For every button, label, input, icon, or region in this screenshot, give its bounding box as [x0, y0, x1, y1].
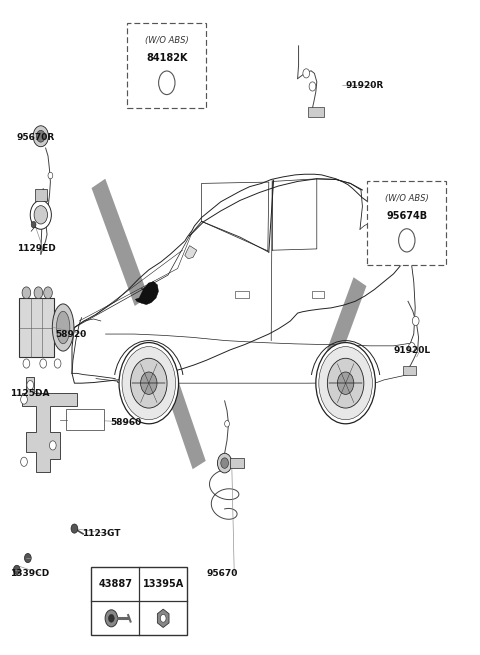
Text: 95674B: 95674B: [386, 211, 427, 221]
Circle shape: [48, 172, 53, 179]
FancyBboxPatch shape: [367, 181, 446, 265]
Circle shape: [49, 441, 56, 450]
Polygon shape: [159, 363, 206, 469]
Text: 1339CD: 1339CD: [10, 569, 49, 578]
Circle shape: [160, 614, 166, 622]
Circle shape: [22, 287, 31, 299]
Ellipse shape: [158, 71, 175, 94]
Circle shape: [24, 553, 31, 563]
Polygon shape: [135, 282, 158, 305]
Circle shape: [30, 200, 51, 229]
Text: 95670R: 95670R: [17, 133, 55, 142]
Circle shape: [36, 130, 45, 142]
Circle shape: [119, 343, 179, 424]
Text: 91920R: 91920R: [346, 81, 384, 90]
Polygon shape: [22, 377, 77, 472]
Polygon shape: [320, 277, 366, 378]
Circle shape: [221, 458, 228, 468]
Circle shape: [122, 346, 176, 420]
FancyBboxPatch shape: [230, 458, 244, 468]
Circle shape: [23, 359, 30, 368]
Circle shape: [40, 359, 47, 368]
FancyBboxPatch shape: [312, 291, 324, 298]
FancyBboxPatch shape: [403, 366, 416, 375]
FancyBboxPatch shape: [66, 409, 104, 430]
Circle shape: [319, 346, 372, 420]
Text: 1129ED: 1129ED: [17, 244, 56, 253]
Circle shape: [33, 126, 48, 147]
Circle shape: [44, 287, 52, 299]
Circle shape: [408, 343, 415, 352]
Text: (W/O ABS): (W/O ABS): [145, 36, 189, 45]
Circle shape: [337, 372, 354, 394]
Circle shape: [225, 421, 229, 427]
FancyBboxPatch shape: [235, 291, 249, 298]
Circle shape: [327, 358, 364, 408]
FancyBboxPatch shape: [127, 23, 206, 108]
Ellipse shape: [52, 304, 74, 351]
Text: 1123GT: 1123GT: [82, 529, 120, 538]
Circle shape: [303, 69, 310, 78]
FancyBboxPatch shape: [35, 189, 47, 201]
Circle shape: [34, 206, 48, 224]
Text: 95670: 95670: [206, 569, 238, 578]
Text: 84182K: 84182K: [146, 52, 188, 63]
Circle shape: [71, 524, 78, 533]
Ellipse shape: [57, 311, 70, 344]
FancyBboxPatch shape: [91, 567, 187, 635]
Text: 58960: 58960: [110, 418, 142, 427]
Polygon shape: [185, 246, 197, 259]
Circle shape: [316, 343, 375, 424]
Text: 1125DA: 1125DA: [10, 388, 49, 398]
FancyBboxPatch shape: [19, 298, 54, 357]
Text: 58920: 58920: [55, 329, 86, 339]
Text: 13395A: 13395A: [143, 579, 184, 590]
Text: 91920L: 91920L: [394, 346, 431, 355]
Polygon shape: [92, 179, 148, 306]
Circle shape: [34, 287, 43, 299]
Ellipse shape: [398, 229, 415, 252]
Circle shape: [21, 395, 27, 404]
Circle shape: [31, 221, 36, 228]
Circle shape: [309, 82, 316, 91]
Circle shape: [27, 381, 34, 390]
Circle shape: [412, 316, 419, 326]
Circle shape: [105, 610, 118, 627]
Circle shape: [54, 359, 61, 368]
FancyBboxPatch shape: [308, 107, 324, 117]
Text: (W/O ABS): (W/O ABS): [385, 194, 429, 203]
Circle shape: [131, 358, 167, 408]
Circle shape: [217, 453, 232, 473]
Circle shape: [108, 614, 114, 622]
Circle shape: [21, 457, 27, 466]
Text: 43887: 43887: [98, 579, 132, 590]
Polygon shape: [148, 283, 154, 291]
Circle shape: [141, 372, 157, 394]
Circle shape: [13, 565, 20, 574]
